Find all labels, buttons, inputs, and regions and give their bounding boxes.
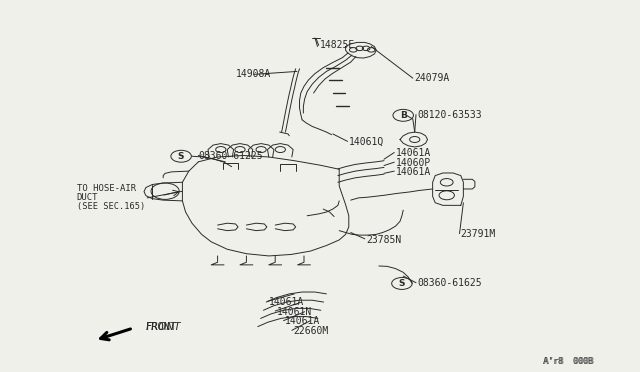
Text: 08360-61625: 08360-61625 (417, 279, 482, 288)
Text: 23785N: 23785N (366, 235, 401, 245)
Text: 14061A: 14061A (285, 317, 320, 326)
Text: 22660M: 22660M (293, 326, 328, 336)
Text: FRONT: FRONT (146, 322, 181, 331)
Text: 14908A: 14908A (236, 70, 271, 79)
Text: S: S (178, 152, 184, 161)
Text: 08360-61225: 08360-61225 (198, 151, 263, 161)
Text: 14061A: 14061A (396, 167, 431, 177)
Text: TO HOSE-AIR: TO HOSE-AIR (77, 185, 136, 193)
Text: (SEE SEC.165): (SEE SEC.165) (77, 202, 145, 211)
Text: 14061A: 14061A (269, 297, 304, 307)
Text: 14825E: 14825E (320, 41, 355, 50)
Text: S: S (399, 279, 405, 288)
Text: DUCT: DUCT (77, 193, 99, 202)
Text: 14061Q: 14061Q (349, 137, 384, 147)
Text: 14061N: 14061N (276, 307, 312, 317)
Text: FRONT: FRONT (146, 322, 177, 331)
Text: 23791M: 23791M (461, 230, 496, 239)
Text: 14061A: 14061A (396, 148, 431, 158)
Text: 14060P: 14060P (396, 158, 431, 168)
Text: B: B (400, 111, 406, 120)
Text: A’r8  000B: A’r8 000B (544, 357, 594, 366)
Text: 08120-63533: 08120-63533 (417, 110, 482, 120)
Text: A’r8  000B: A’r8 000B (543, 357, 593, 366)
Text: 24079A: 24079A (415, 73, 450, 83)
